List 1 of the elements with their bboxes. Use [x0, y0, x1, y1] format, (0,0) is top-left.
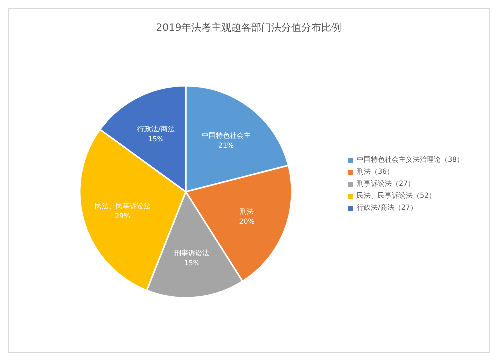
chart-title: 2019年法考主观题各部门法分值分布比例: [155, 22, 343, 36]
